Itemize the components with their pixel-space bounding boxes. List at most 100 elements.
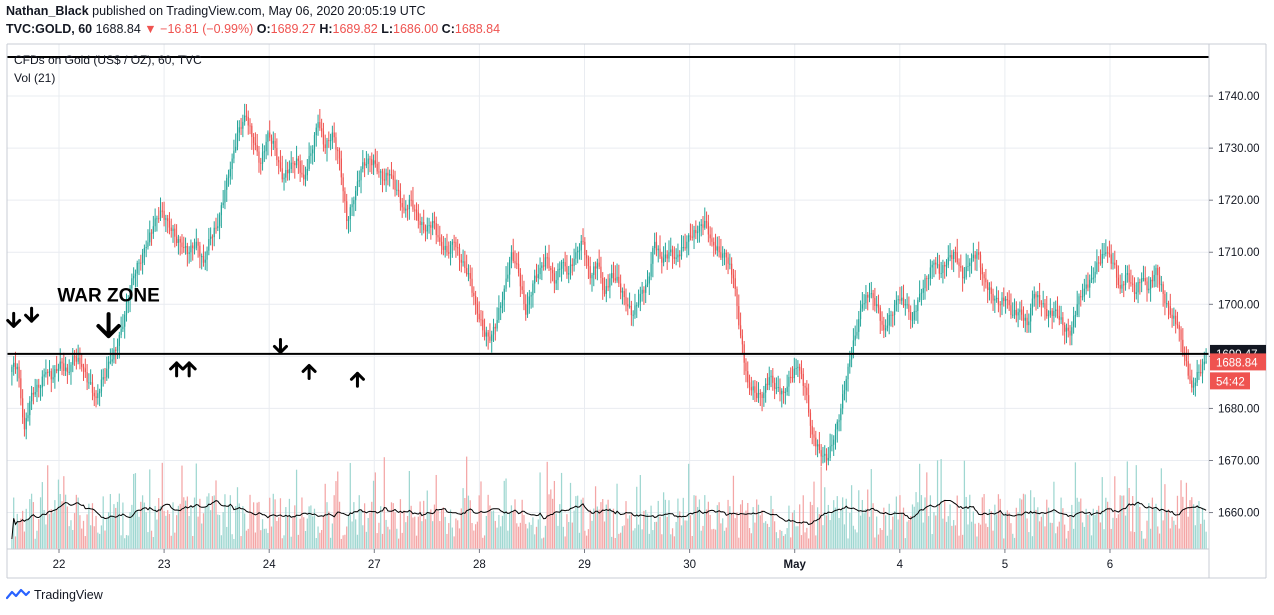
- candle-body: [947, 257, 949, 265]
- volume-bar: [682, 497, 684, 549]
- volume-bar: [877, 534, 880, 549]
- volume-bar: [543, 537, 545, 549]
- candle-body: [559, 268, 561, 270]
- candle-body: [908, 304, 910, 313]
- volume-bar: [616, 483, 618, 549]
- candle-body: [1146, 281, 1148, 291]
- volume-bar: [127, 535, 129, 549]
- candle-body: [272, 140, 274, 144]
- candle-body: [560, 262, 563, 269]
- candle-body: [140, 262, 142, 264]
- volume-bar: [303, 517, 305, 549]
- candle-body: [893, 304, 896, 315]
- candle-body: [260, 162, 262, 164]
- volume-bar: [756, 499, 758, 549]
- volume-bar: [457, 520, 459, 549]
- candle-body: [609, 278, 611, 288]
- author-name[interactable]: Nathan_Black: [6, 4, 89, 18]
- volume-bar: [389, 529, 391, 549]
- volume-bar: [133, 473, 135, 549]
- volume-bar: [899, 495, 901, 549]
- candle-body: [18, 366, 20, 379]
- candle-body: [734, 278, 736, 289]
- volume-bar: [34, 538, 36, 549]
- volume-bar: [116, 501, 119, 549]
- volume-bar: [362, 525, 364, 549]
- volume-bar: [557, 525, 559, 549]
- candle-body: [845, 379, 847, 391]
- candle-body: [1160, 284, 1162, 286]
- candle-body: [1137, 282, 1139, 293]
- candle-body: [292, 162, 294, 164]
- candle-body: [662, 258, 665, 263]
- volume-bar: [474, 524, 477, 549]
- volume-bar: [967, 524, 969, 549]
- volume-bar: [992, 530, 994, 549]
- candle-body: [385, 172, 387, 181]
- candle-body: [100, 379, 103, 392]
- volume-bar: [716, 505, 718, 549]
- candle-body: [519, 273, 522, 287]
- volume-bar: [773, 521, 776, 549]
- volume-bar: [580, 499, 582, 549]
- volume-bar: [689, 515, 692, 549]
- volume-bar: [30, 493, 33, 549]
- volume-bar: [940, 459, 942, 549]
- volume-bar: [38, 519, 40, 549]
- volume-bar: [1019, 498, 1021, 549]
- candle-body: [256, 145, 258, 152]
- candle-body: [387, 172, 389, 176]
- volume-bar: [183, 497, 185, 549]
- volume-bar: [158, 498, 160, 549]
- publish-text: published on TradingView.com, May 06, 20…: [92, 4, 426, 18]
- volume-bar: [403, 510, 405, 549]
- volume-bar: [611, 536, 613, 549]
- volume-bar: [236, 487, 239, 549]
- volume-bar: [743, 513, 745, 549]
- volume-bar: [290, 536, 292, 549]
- candle-body: [747, 371, 749, 383]
- volume-bar: [868, 516, 871, 549]
- candle-body: [915, 310, 917, 312]
- volume-bar: [571, 522, 573, 549]
- volume-bar: [526, 528, 529, 549]
- volume-bar: [270, 526, 273, 549]
- volume-bar: [765, 521, 767, 549]
- candle-body: [650, 263, 652, 277]
- candle-body: [813, 434, 815, 438]
- candle-body: [73, 356, 76, 358]
- candle-body: [1060, 317, 1062, 320]
- candle-body: [306, 168, 308, 176]
- candle-body: [842, 394, 844, 409]
- candle-body: [680, 247, 683, 257]
- volume-bar: [98, 533, 101, 549]
- candle-body: [358, 180, 360, 182]
- volume-bar: [929, 495, 932, 549]
- candle-body: [919, 293, 921, 301]
- volume-bar: [1022, 493, 1025, 549]
- candle-body: [312, 149, 314, 154]
- candle-body: [392, 175, 394, 180]
- volume-bar: [11, 539, 13, 549]
- volume-bar: [458, 528, 461, 549]
- tradingview-logo-icon[interactable]: [6, 588, 30, 602]
- volume-bar: [16, 513, 18, 549]
- candle-body: [503, 288, 505, 300]
- volume-bar: [872, 503, 874, 549]
- candle-body: [786, 386, 788, 393]
- candle-body: [1119, 285, 1121, 289]
- volume-bar: [70, 520, 72, 549]
- volume-bar: [147, 532, 149, 549]
- volume-bar: [371, 501, 373, 549]
- candle-body: [1096, 262, 1098, 272]
- volume-bar: [471, 522, 473, 549]
- candle-body: [270, 137, 273, 144]
- volume-bar: [88, 503, 90, 549]
- volume-bar: [435, 474, 437, 549]
- volume-bar: [1178, 528, 1180, 549]
- candle-body: [247, 116, 249, 126]
- x-tick-label: 22: [53, 559, 66, 571]
- candle-body: [1180, 329, 1182, 340]
- brand-name[interactable]: TradingView: [34, 588, 103, 602]
